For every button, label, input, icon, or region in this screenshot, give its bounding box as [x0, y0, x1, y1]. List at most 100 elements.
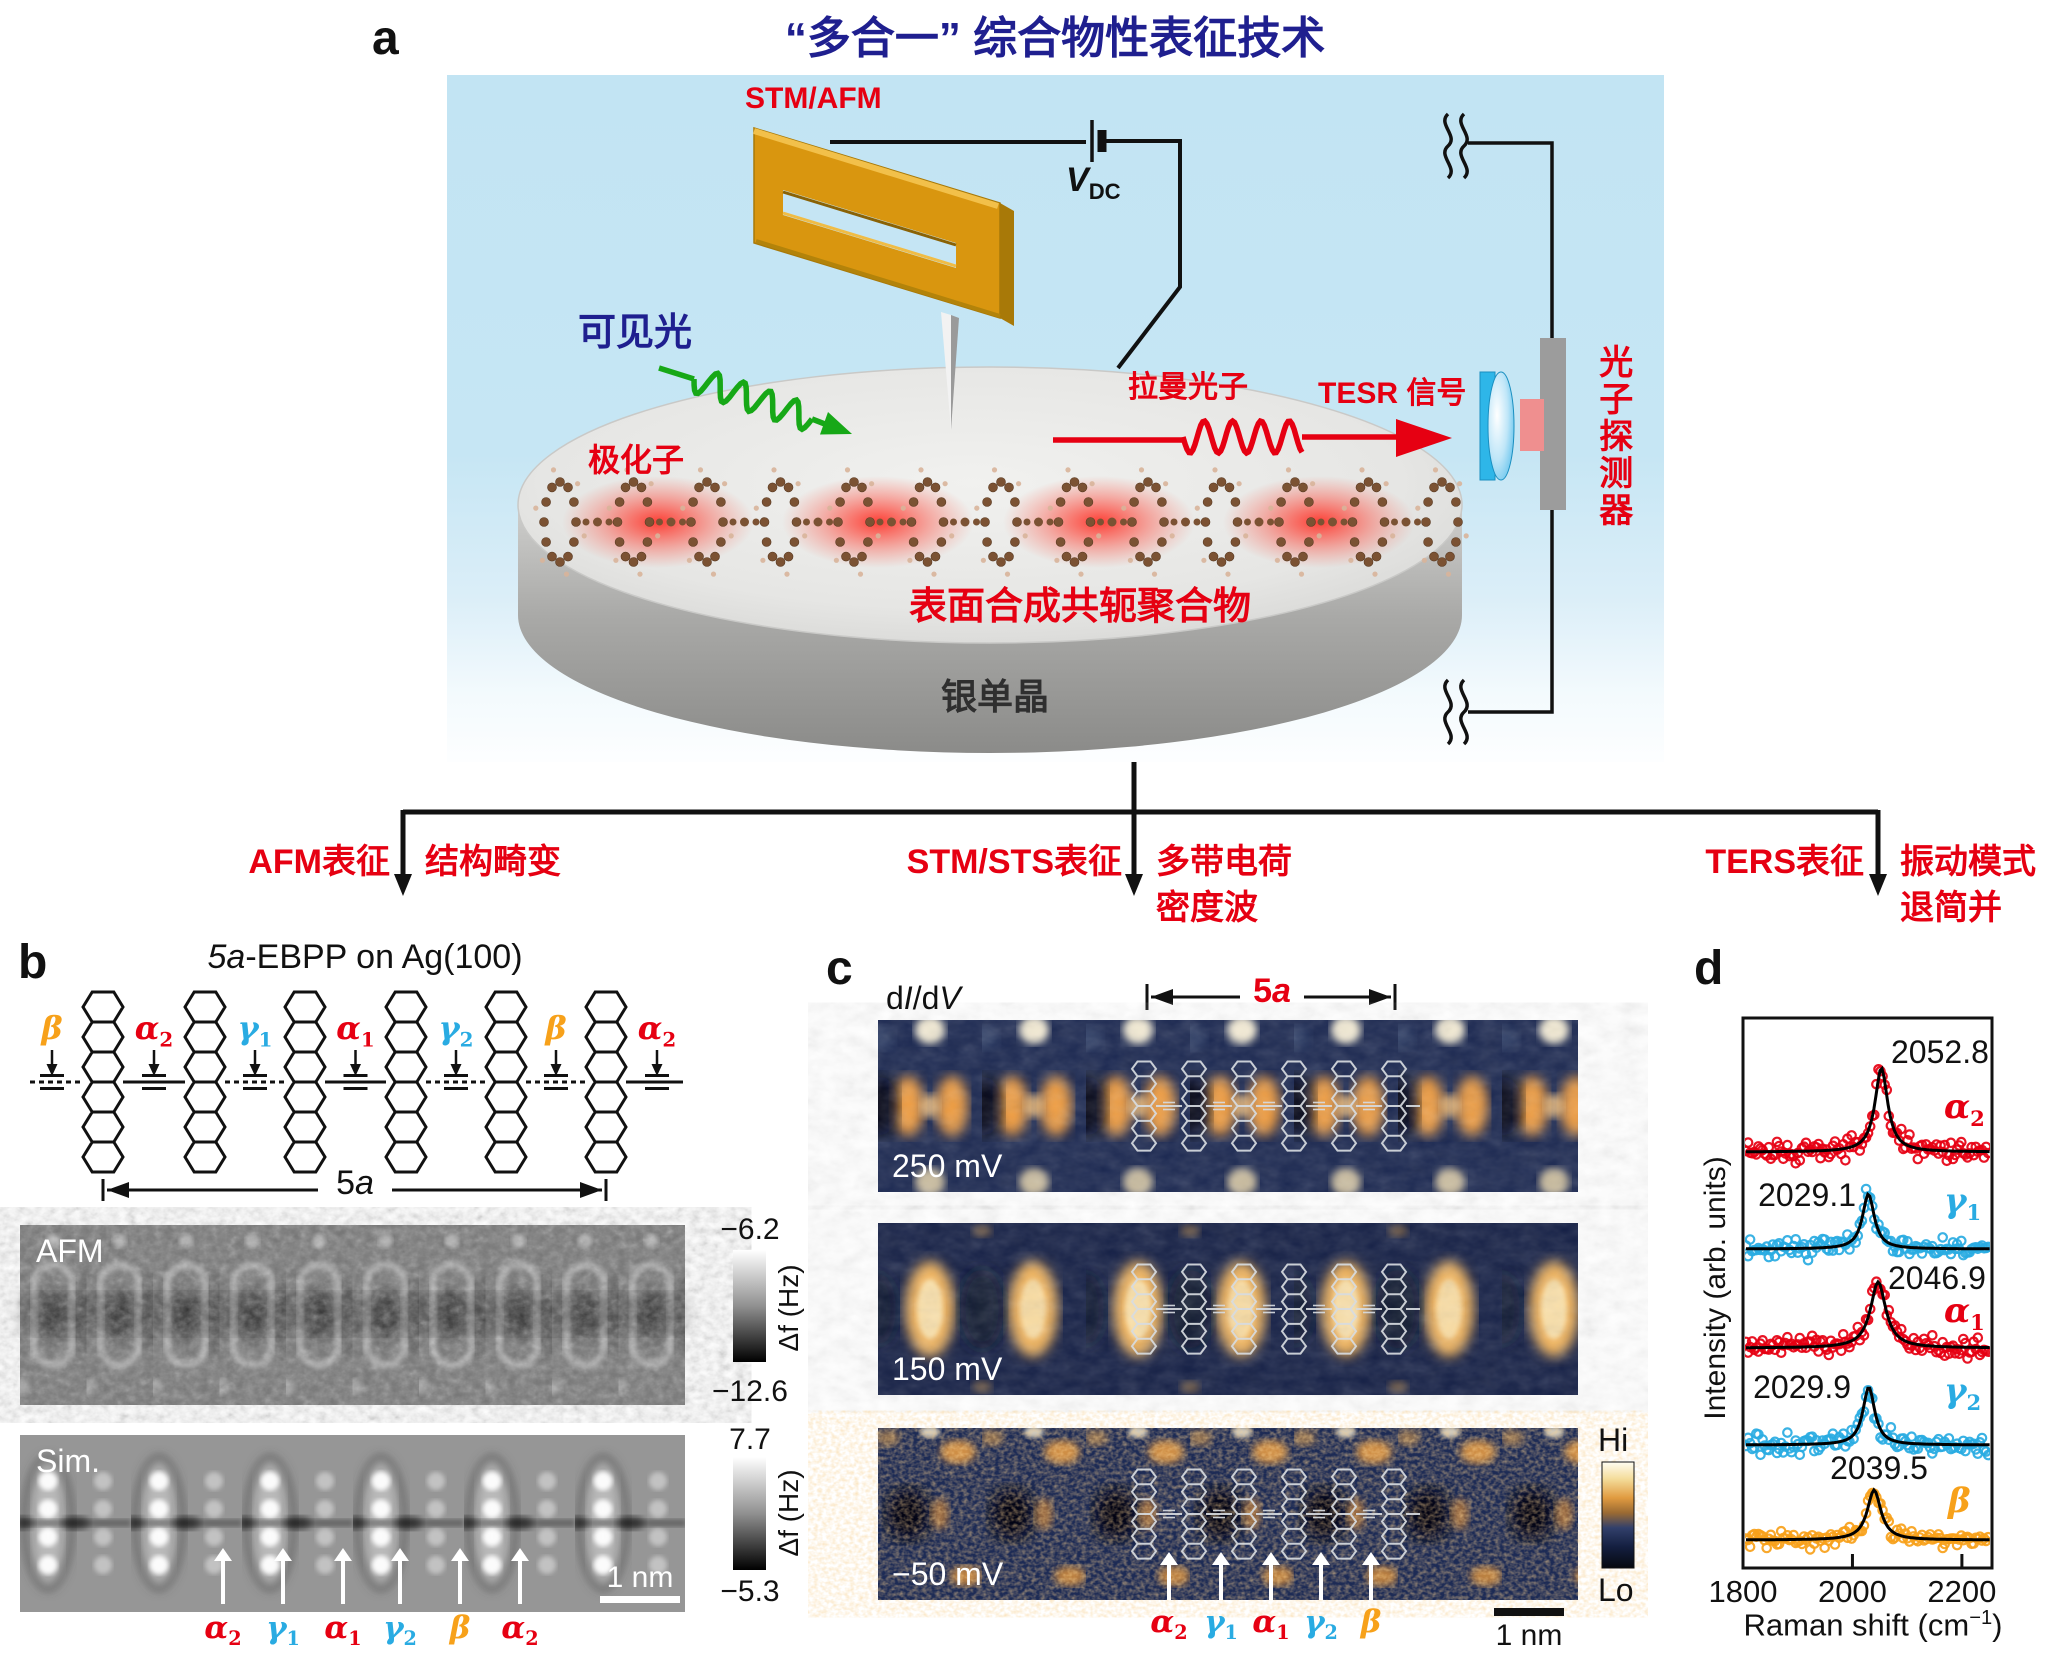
polaron-label: 极化子: [588, 442, 685, 478]
sim-bond-arrows: [214, 1548, 529, 1604]
scale-bar-b: [600, 1596, 680, 1603]
tick-label-1800: 1800: [1708, 1574, 1778, 1609]
sim-arrow-label-α2: α2: [501, 1610, 539, 1651]
panel-d-label: d: [1694, 942, 1724, 995]
photon-detector-label: 光子探测器: [1593, 344, 1632, 529]
bond-label-β: β: [545, 1009, 567, 1047]
bond-label-β: β: [41, 1009, 63, 1047]
raman-photon-label: 拉曼光子: [1128, 371, 1248, 404]
bias-label-minus50mV: −50 mV: [892, 1556, 1004, 1592]
raman-spectra: [1745, 1064, 1990, 1555]
bond-label-α2: α2: [637, 1009, 677, 1052]
afm-image-title: AFM: [36, 1233, 104, 1269]
stm-map-150mV: [878, 1223, 1578, 1395]
series-label-α1: α1: [1944, 1291, 1985, 1335]
branch-ters-method: TERS表征: [1705, 843, 1864, 881]
sim-cbar-max: 7.7: [729, 1423, 771, 1456]
bond-label-α2: α2: [134, 1009, 174, 1052]
stm-map-minus50mV: [878, 1428, 1578, 1600]
tick-label-2200: 2200: [1927, 1574, 1997, 1609]
sim-arrow-label-α2: α2: [204, 1610, 242, 1651]
sim-colorbar: [733, 1457, 766, 1570]
bias-label-150mV: 150 mV: [892, 1351, 1003, 1387]
raman-axis-ticks: [1741, 1554, 1964, 1568]
stm-arrow-label-β: β: [1360, 1604, 1382, 1640]
stm-map-250mV: [878, 1020, 1578, 1192]
chemical-structure-5a-EBPP: [30, 990, 683, 1174]
raman-signal-wave-arrow: [1053, 417, 1452, 457]
bond-label-α1: α1: [336, 1009, 375, 1052]
stm-arrow-label-γ1: γ1: [1204, 1604, 1238, 1645]
sim-arrow-label-β: β: [449, 1610, 471, 1646]
hi-lo-colorbar: [1601, 1461, 1635, 1569]
panel-b-label: b: [18, 936, 48, 989]
peak-label-γ2: 2029.9: [1753, 1369, 1851, 1405]
afm-cbar-max: −6.2: [720, 1213, 780, 1246]
afm-colorbar: [733, 1250, 766, 1362]
series-label-α2: α2: [1944, 1087, 1985, 1131]
afm-cbar-unit: Δf (Hz): [773, 1264, 804, 1352]
series-label-γ2: γ2: [1944, 1371, 1982, 1415]
bias-circuit-wire: [830, 120, 1182, 370]
sim-arrow-label-α1: α1: [324, 1610, 362, 1651]
afm-image: [20, 1225, 685, 1405]
panel-b-title: 5a-EBPP on Ag(100): [207, 938, 523, 976]
polymer-label: 表面合成共轭聚合物: [908, 586, 1251, 628]
afm-cbar-min: −12.6: [712, 1375, 788, 1408]
stm-tip-icon: [941, 312, 959, 430]
raman-ylabel: Intensity (arb. units): [1699, 1156, 1732, 1420]
bond-label-γ1: γ1: [237, 1009, 273, 1052]
raman-xlabel: Raman shift (cm−1): [1743, 1607, 2003, 1643]
sim-arrow-label-γ2: γ2: [383, 1610, 417, 1651]
didv-label: dI/dV: [886, 980, 961, 1016]
unit-cell-span-arrow-c: [1145, 984, 1397, 1010]
polymer-chain-molecules: [533, 467, 1469, 577]
branch-stm-method: STM/STS表征: [906, 843, 1122, 881]
visible-light-wave-arrow: [658, 365, 852, 435]
branch-afm-result: 结构畸变: [425, 843, 561, 881]
sim-cbar-unit: Δf (Hz): [773, 1469, 804, 1557]
sim-arrow-label-γ1: γ1: [266, 1610, 300, 1651]
bond-label-γ2: γ2: [438, 1009, 474, 1052]
branch-arrows: [394, 762, 1887, 896]
sim-image: [20, 1435, 685, 1612]
stm-arrow-label-γ2: γ2: [1304, 1604, 1338, 1645]
branch-ters-result1: 振动模式: [1900, 843, 2036, 881]
detector-assembly-icon: [1479, 338, 1566, 510]
panel-a-label: a: [372, 12, 399, 65]
peak-label-γ1: 2029.1: [1758, 1177, 1856, 1213]
peak-label-α2: 2052.8: [1891, 1034, 1989, 1070]
cbar-lo-label: Lo: [1598, 1572, 1634, 1608]
series-label-β: β: [1948, 1481, 1971, 1521]
stm-arrow-label-α2: α2: [1150, 1604, 1188, 1645]
unit-cell-span-arrow-b: [101, 1179, 608, 1201]
series-label-γ1: γ1: [1944, 1181, 1982, 1225]
molecular-overlays: [1130, 1060, 1420, 1560]
peak-label-α1: 2046.9: [1888, 1260, 1986, 1296]
stm-afm-label: STM/AFM: [745, 82, 882, 115]
scale-bar-c: [1494, 1608, 1564, 1616]
branch-ters-result2: 退简并: [1900, 889, 2002, 927]
tick-label-2000: 2000: [1817, 1574, 1887, 1609]
peak-label-β: 2039.5: [1830, 1450, 1928, 1486]
stm-arrow-label-α1: α1: [1252, 1604, 1290, 1645]
sim-cbar-min: −5.3: [720, 1575, 780, 1608]
scale-bar-c-label: 1 nm: [1495, 1619, 1563, 1652]
silver-crystal-label: 银单晶: [940, 676, 1049, 717]
sim-image-title: Sim.: [36, 1443, 100, 1479]
span-label-b: 5a: [336, 1164, 374, 1202]
visible-light-label: 可见光: [578, 312, 693, 354]
stm-bond-arrows: [1160, 1552, 1380, 1600]
tuning-fork-sensor-icon: [753, 126, 1014, 326]
branch-stm-result2: 密度波: [1156, 889, 1258, 927]
bias-label-250mV: 250 mV: [892, 1148, 1003, 1184]
figure-title: “多合一” 综合物性表征技术: [784, 14, 1326, 63]
panel-c-label: c: [826, 942, 853, 995]
cbar-hi-label: Hi: [1598, 1422, 1629, 1458]
branch-stm-result1: 多带电荷: [1156, 843, 1292, 881]
tesr-signal-label: TESR 信号: [1318, 377, 1467, 410]
branch-afm-method: AFM表征: [248, 843, 390, 881]
detector-wires-and-break-symbols: [1443, 112, 1554, 746]
